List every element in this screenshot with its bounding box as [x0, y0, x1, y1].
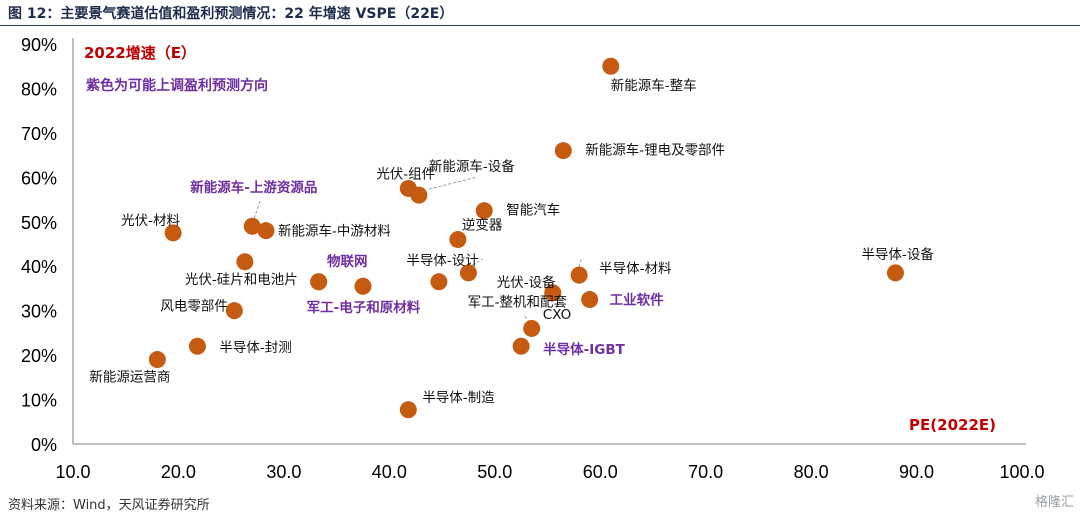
data-label: 军工-整机和配套 — [468, 294, 568, 310]
data-point — [459, 264, 477, 282]
x-tick-label: 50.0 — [477, 462, 512, 482]
y-tick-label: 20% — [21, 346, 57, 366]
x-tick-label: 20.0 — [161, 462, 196, 482]
x-tick-label: 60.0 — [583, 462, 618, 482]
data-label: 逆变器 — [462, 218, 503, 234]
x-tick-label: 40.0 — [372, 462, 407, 482]
data-point — [410, 186, 428, 204]
data-point — [544, 284, 562, 302]
data-label: 半导体-设备 — [861, 246, 934, 263]
data-label: 新能源运营商 — [89, 370, 170, 386]
watermark: 格隆汇 — [1034, 495, 1074, 510]
y-tick-labels: 0% 10% 20% 30% 40% 50% 60% 70% 80% 90% — [21, 35, 57, 455]
data-label: 新能源车-设备 — [429, 158, 515, 175]
source-note: 资料来源：Wind，天风证券研究所 — [8, 498, 210, 513]
y-tick-label: 80% — [21, 79, 57, 99]
data-point — [449, 231, 467, 249]
leader-line — [428, 176, 477, 190]
data-label: 半导体-制造 — [422, 390, 495, 406]
data-point — [886, 264, 904, 282]
data-point — [475, 202, 493, 220]
data-point — [188, 337, 206, 355]
data-point — [399, 401, 417, 419]
leader-line — [578, 258, 582, 268]
data-point — [225, 302, 243, 320]
data-label: 智能汽车 — [506, 202, 560, 219]
data-point — [430, 273, 448, 291]
leader-line — [253, 200, 261, 219]
x-tick-label: 70.0 — [688, 462, 723, 482]
y-axis-title: 2022增速（E） — [84, 44, 196, 62]
y-tick-label: 70% — [21, 124, 57, 144]
data-label: 新能源车-锂电及零部件 — [585, 142, 725, 159]
x-tick-label: 90.0 — [899, 462, 934, 482]
chart-axes — [72, 38, 1026, 445]
data-label: 新能源车-整车 — [611, 77, 697, 94]
x-tick-labels: 10.0 20.0 30.0 40.0 50.0 60.0 70.0 80.0 90.0 100.… — [55, 462, 1044, 482]
data-point — [148, 351, 166, 369]
chart-note: 紫色为可能上调盈利预测方向 — [86, 77, 268, 94]
data-point — [581, 291, 599, 309]
data-label: 新能源车-中游材料 — [278, 223, 391, 240]
data-label: 工业软件 — [610, 292, 664, 309]
data-label: 光伏-组件 — [376, 166, 435, 182]
x-tick-label: 100.0 — [999, 462, 1044, 482]
x-tick-label: 30.0 — [266, 462, 301, 482]
y-tick-label: 90% — [21, 35, 57, 55]
data-point — [164, 224, 182, 242]
x-tick-label: 10.0 — [55, 462, 90, 482]
data-point — [512, 337, 530, 355]
figure-title: 图 12：主要景气赛道估值和盈利预测情况：22 年增速 VSPE（22E） — [8, 6, 454, 22]
leader-line — [472, 258, 483, 266]
data-label: CXO — [543, 307, 571, 323]
y-tick-label: 60% — [21, 168, 57, 188]
data-point — [310, 273, 328, 291]
data-points — [148, 57, 904, 419]
data-label: 半导体-IGBT — [543, 341, 625, 358]
y-tick-label: 40% — [21, 257, 57, 277]
x-tick-label: 80.0 — [794, 462, 829, 482]
data-label: 光伏-设备 — [497, 274, 556, 291]
y-tick-label: 0% — [31, 435, 57, 455]
data-point — [523, 319, 541, 337]
data-point — [354, 277, 372, 295]
data-label: 光伏-硅片和电池片 — [185, 272, 298, 288]
data-point — [236, 253, 254, 271]
data-label: 光伏-材料 — [121, 213, 180, 229]
data-label: 新能源车-上游资源品 — [190, 179, 317, 196]
data-point — [257, 222, 275, 240]
data-label: 风电零部件 — [160, 299, 228, 315]
data-label: 半导体-设计 — [406, 253, 478, 269]
y-tick-label: 50% — [21, 213, 57, 233]
data-label: 半导体-材料 — [599, 261, 672, 277]
chart-annotations: 2022增速（E） 紫色为可能上调盈利预测方向 PE(2022E) — [84, 44, 996, 434]
data-point — [554, 142, 572, 160]
data-label: 军工-电子和原材料 — [307, 299, 421, 316]
data-point — [570, 266, 588, 284]
data-label: 半导体-封测 — [219, 340, 291, 356]
x-axis-title: PE(2022E) — [909, 416, 996, 434]
y-tick-label: 10% — [21, 391, 57, 411]
data-label: 物联网 — [327, 253, 368, 270]
data-point — [602, 57, 620, 75]
title-divider — [0, 25, 1080, 26]
data-point — [243, 217, 261, 235]
y-tick-label: 30% — [21, 302, 57, 322]
